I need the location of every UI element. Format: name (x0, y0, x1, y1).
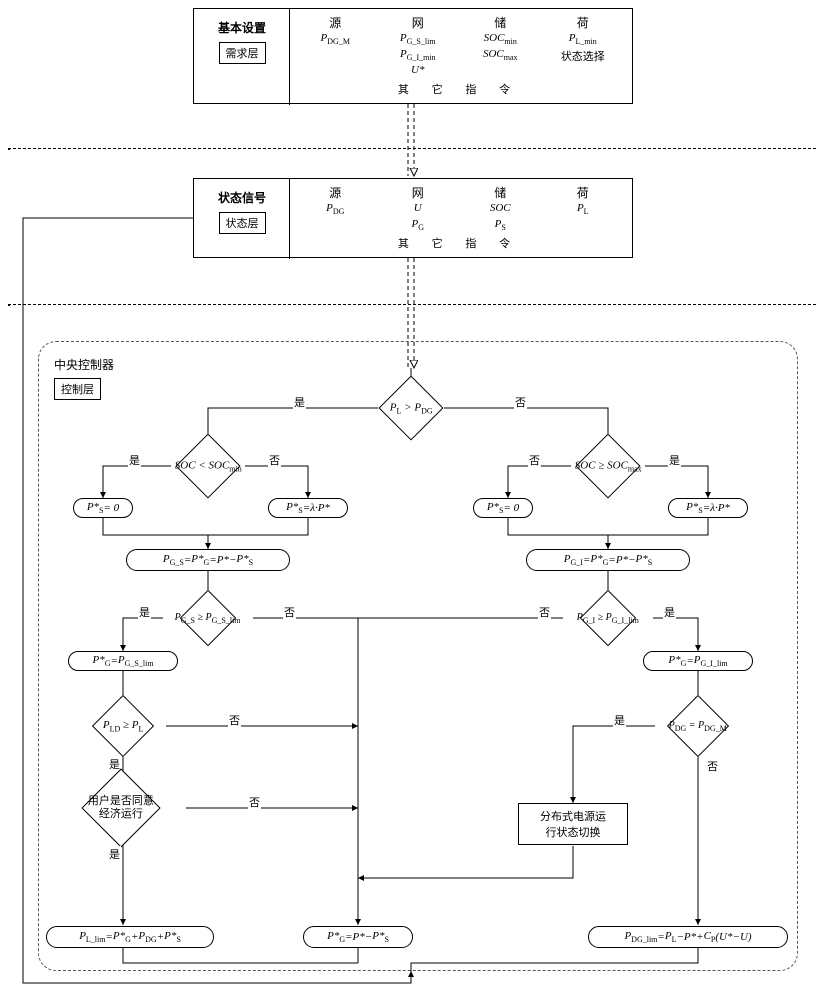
diagram-root: 基本设置 需求层 源 网 储 荷 PDG_M PG_S_lim SOCmin P… (8, 8, 816, 992)
pill-pgi: PG_I = P*G = P* − P*S (526, 549, 690, 571)
rect-dg-switch: 分布式电源运行状态切换 (518, 803, 628, 845)
pill-pllim: PL_lim = P*G + PDG + P*S (46, 926, 214, 948)
pill-ps0-l: P*S= 0 (73, 498, 133, 518)
pill-psl-l: P*S= λ·P* (268, 498, 348, 518)
pill-pdglim: PDG_lim = PL − P* + CP(U*−U) (588, 926, 788, 948)
pill-pgilim: P*G = PG_I_lim (643, 651, 753, 671)
lbl-yes: 是 (293, 394, 306, 410)
pill-pgstar: P*G = P* − P*S (303, 926, 413, 948)
lbl-no: 否 (514, 394, 527, 410)
pill-pgslim: P*G = PG_S_lim (68, 651, 178, 671)
pill-pgs: PG_S = P*G = P* − P*S (126, 549, 290, 571)
pill-ps0-r: P*S= 0 (473, 498, 533, 518)
pill-psl-r: P*S= λ·P* (668, 498, 748, 518)
